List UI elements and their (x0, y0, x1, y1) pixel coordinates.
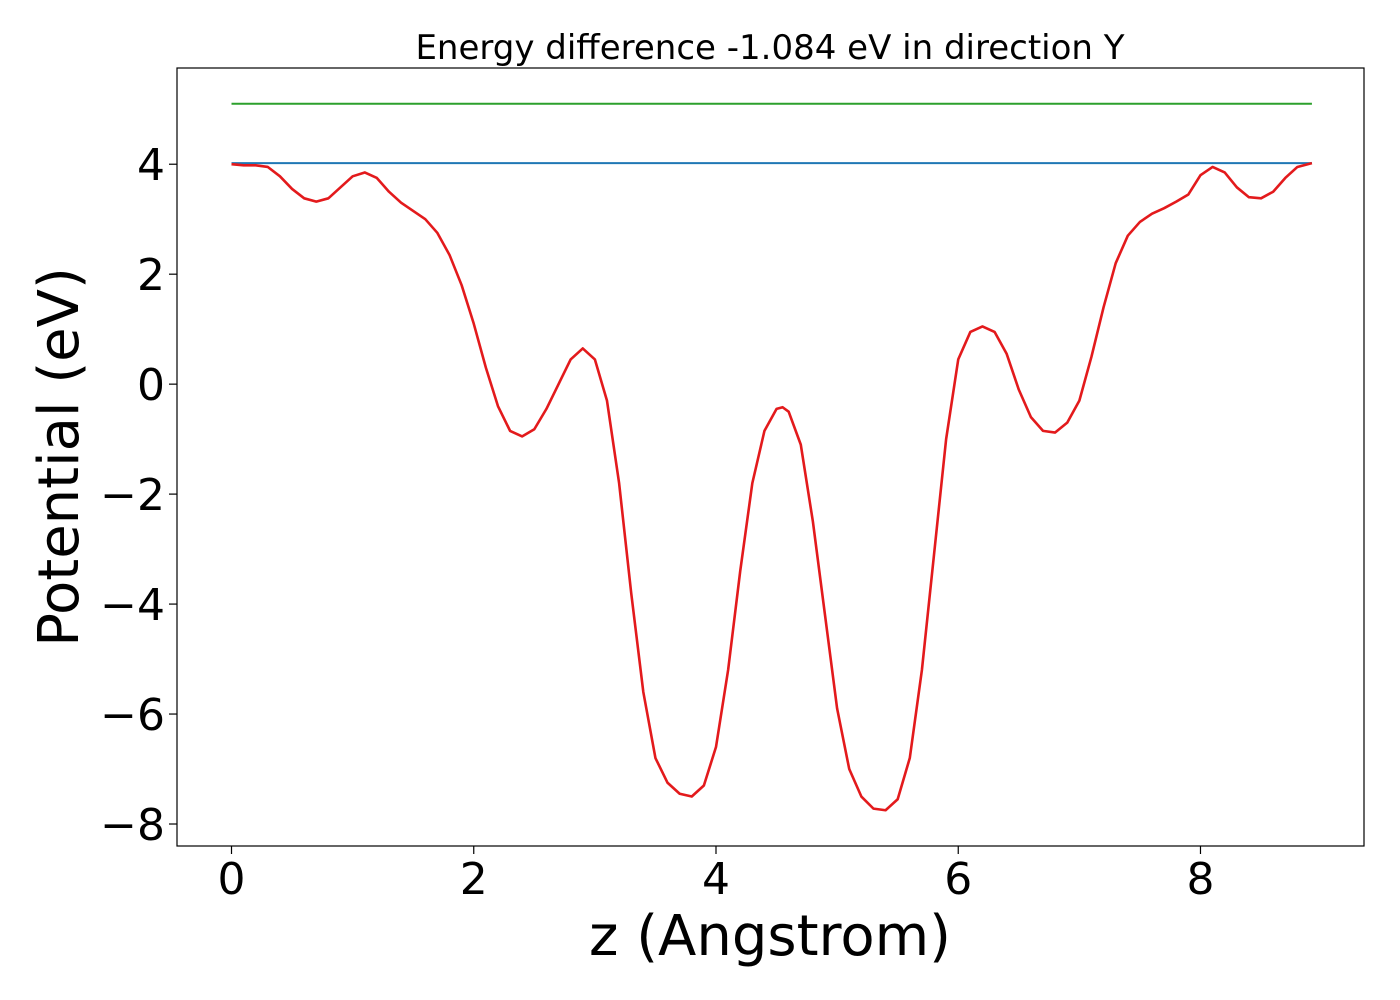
y-tick-label: 2 (137, 250, 165, 301)
y-tick-label: −2 (100, 470, 165, 521)
y-tick-label: −8 (100, 800, 165, 851)
y-axis-label: Potential (eV) (27, 267, 92, 647)
x-tick-label: 8 (1186, 854, 1214, 905)
y-axis-ticks: 4 2 0 −2 −4 −6 −8 (100, 140, 177, 851)
x-tick-label: 6 (944, 854, 972, 905)
x-tick-label: 4 (702, 854, 730, 905)
plot-frame (176, 67, 1365, 847)
y-tick-label: −6 (100, 690, 165, 741)
y-tick-label: −4 (100, 580, 165, 631)
y-tick-label: 4 (137, 140, 165, 191)
series-line-2 (231, 161, 1313, 812)
x-axis-label: z (Angstrom) (589, 904, 951, 969)
x-axis-ticks: 0 2 4 6 8 (218, 846, 1214, 905)
x-tick-label: 2 (460, 854, 488, 905)
x-tick-label: 0 (218, 854, 246, 905)
plot-lines (231, 102, 1313, 812)
chart-title: Energy difference -1.084 eV in direction… (415, 28, 1124, 68)
y-tick-label: 0 (137, 360, 165, 411)
